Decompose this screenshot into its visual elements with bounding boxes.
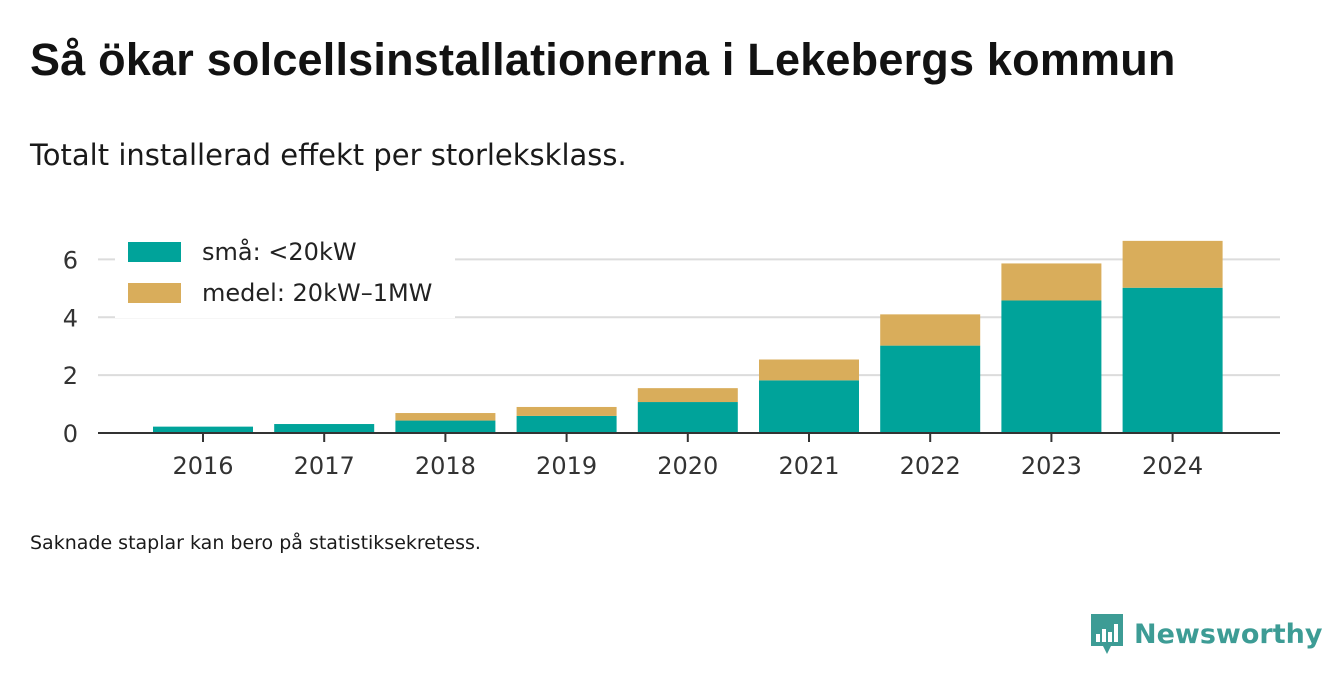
x-tick-label: 2023 <box>1021 452 1082 480</box>
x-tick-label: 2017 <box>294 452 355 480</box>
y-tick-label: 2 <box>63 362 78 390</box>
legend-label: små: <20kW <box>202 237 357 266</box>
bar-segment-medium <box>1122 240 1223 288</box>
bar-segment-medium <box>637 388 738 403</box>
legend: små: <20kW medel: 20kW–1MW <box>115 232 455 318</box>
bar-segment-small <box>274 424 375 433</box>
footnote: Saknade staplar kan bero på statistiksek… <box>30 532 481 554</box>
y-axis-ticks: 0 2 4 6 <box>63 246 78 448</box>
legend-swatch <box>128 283 181 303</box>
bar-segment-small <box>637 402 738 433</box>
legend-swatch <box>128 242 181 262</box>
x-tick-label: 2020 <box>657 452 718 480</box>
chart-title: Så ökar solcellsinstallationerna i Lekeb… <box>30 34 1176 85</box>
chart-subtitle: Totalt installerad effekt per storlekskl… <box>30 138 627 172</box>
bar-segment-small <box>153 426 253 433</box>
bar-segment-medium <box>880 314 981 346</box>
bar-segment-small <box>759 380 859 433</box>
x-tick-label: 2018 <box>415 452 476 480</box>
bar-segment-medium <box>516 406 617 416</box>
y-tick-label: 0 <box>63 420 78 448</box>
newsworthy-logo-icon <box>1091 614 1123 654</box>
stacked-bar-chart: 0 2 4 6 2016 2017 2018 2019 2020 2021 2022 2023 202… <box>62 232 1280 480</box>
bar-segment-medium <box>395 413 496 421</box>
bar-segment-small <box>516 415 617 433</box>
x-tick-label: 2024 <box>1142 452 1203 480</box>
x-tick-label: 2019 <box>536 452 597 480</box>
x-axis-ticks: 2016 2017 2018 2019 2020 2021 2022 2023 2024 <box>172 433 1203 480</box>
bar-segment-small <box>395 420 496 433</box>
x-tick-label: 2016 <box>172 452 233 480</box>
bar-segment-small <box>1001 300 1102 433</box>
legend-label: medel: 20kW–1MW <box>202 279 432 307</box>
x-tick-label: 2022 <box>900 452 961 480</box>
bar-segment-small <box>880 345 981 433</box>
brand-name: Newsworthy <box>1134 618 1323 650</box>
newsworthy-logo: Newsworthy <box>1089 612 1322 656</box>
bars <box>153 240 1223 433</box>
y-tick-label: 6 <box>63 246 78 274</box>
y-tick-label: 4 <box>63 304 78 332</box>
x-tick-label: 2021 <box>778 452 839 480</box>
bar-segment-medium <box>1001 263 1102 301</box>
bar-segment-small <box>1122 287 1223 433</box>
bar-segment-medium <box>759 359 859 381</box>
